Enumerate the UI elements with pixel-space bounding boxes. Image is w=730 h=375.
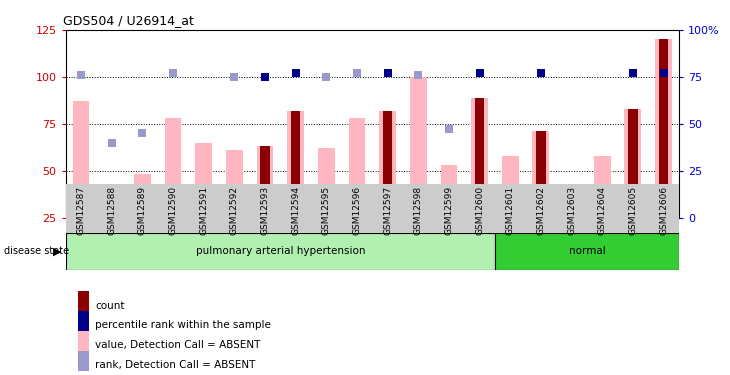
Bar xyxy=(348,118,366,218)
Point xyxy=(412,72,424,78)
Bar xyxy=(502,156,519,218)
Text: percentile rank within the sample: percentile rank within the sample xyxy=(95,321,271,330)
Text: GSM12600: GSM12600 xyxy=(475,186,484,236)
Text: ▶: ▶ xyxy=(53,246,61,256)
Text: value, Detection Call = ABSENT: value, Detection Call = ABSENT xyxy=(95,340,261,350)
Text: GSM12596: GSM12596 xyxy=(353,186,361,236)
Bar xyxy=(256,146,274,218)
Text: GSM12604: GSM12604 xyxy=(598,186,607,235)
Point xyxy=(320,74,332,80)
Bar xyxy=(78,311,89,340)
Text: GSM12590: GSM12590 xyxy=(169,186,177,236)
Bar xyxy=(78,291,89,320)
Point xyxy=(351,70,363,76)
Text: GSM12598: GSM12598 xyxy=(414,186,423,236)
Text: GSM12589: GSM12589 xyxy=(138,186,147,236)
Bar xyxy=(440,165,458,218)
Text: GSM12597: GSM12597 xyxy=(383,186,392,236)
Bar xyxy=(134,174,151,217)
Bar xyxy=(624,109,642,217)
Point xyxy=(627,70,639,76)
Bar xyxy=(563,202,580,217)
Bar xyxy=(475,98,484,218)
Text: normal: normal xyxy=(569,246,605,256)
Point xyxy=(290,70,301,76)
Bar xyxy=(78,331,89,360)
Point xyxy=(137,130,148,136)
Text: GSM12588: GSM12588 xyxy=(107,186,116,236)
Bar xyxy=(291,111,300,218)
Bar xyxy=(164,118,182,218)
Point xyxy=(535,70,547,76)
Text: GDS504 / U26914_at: GDS504 / U26914_at xyxy=(63,15,193,27)
Text: GSM12593: GSM12593 xyxy=(261,186,269,236)
Text: rank, Detection Call = ABSENT: rank, Detection Call = ABSENT xyxy=(95,360,256,370)
Text: GSM12605: GSM12605 xyxy=(629,186,637,236)
Point xyxy=(443,126,455,132)
Bar xyxy=(655,39,672,218)
Point xyxy=(75,72,87,78)
Bar xyxy=(593,156,611,218)
Point xyxy=(382,70,393,76)
Bar xyxy=(318,148,335,217)
Point xyxy=(658,70,669,76)
Bar xyxy=(659,39,668,218)
Bar xyxy=(532,131,550,218)
Text: GSM12587: GSM12587 xyxy=(77,186,85,236)
Text: count: count xyxy=(95,301,125,310)
Bar xyxy=(629,109,637,217)
Text: GSM12601: GSM12601 xyxy=(506,186,515,236)
Bar xyxy=(379,111,396,218)
Text: disease state: disease state xyxy=(4,246,69,256)
Bar xyxy=(195,142,212,218)
Text: GSM12592: GSM12592 xyxy=(230,186,239,235)
Text: GSM12599: GSM12599 xyxy=(445,186,453,236)
Point xyxy=(228,74,240,80)
Bar xyxy=(410,77,427,218)
Point xyxy=(474,70,485,76)
Text: GSM12603: GSM12603 xyxy=(567,186,576,236)
Bar xyxy=(66,232,495,270)
Bar xyxy=(471,98,488,218)
Text: GSM12606: GSM12606 xyxy=(659,186,668,236)
Bar xyxy=(261,146,269,218)
Bar xyxy=(66,184,679,232)
Bar xyxy=(537,131,545,218)
Bar xyxy=(103,214,120,217)
Bar xyxy=(78,351,89,375)
Bar xyxy=(287,111,304,218)
Text: pulmonary arterial hypertension: pulmonary arterial hypertension xyxy=(196,246,365,256)
Point xyxy=(167,70,179,76)
Bar xyxy=(72,101,90,217)
Bar xyxy=(495,232,679,270)
Point xyxy=(106,140,118,146)
Text: GSM12594: GSM12594 xyxy=(291,186,300,235)
Text: GSM12595: GSM12595 xyxy=(322,186,331,236)
Bar xyxy=(226,150,243,217)
Bar xyxy=(383,111,392,218)
Text: GSM12591: GSM12591 xyxy=(199,186,208,236)
Point xyxy=(259,74,271,80)
Text: GSM12602: GSM12602 xyxy=(537,186,545,235)
